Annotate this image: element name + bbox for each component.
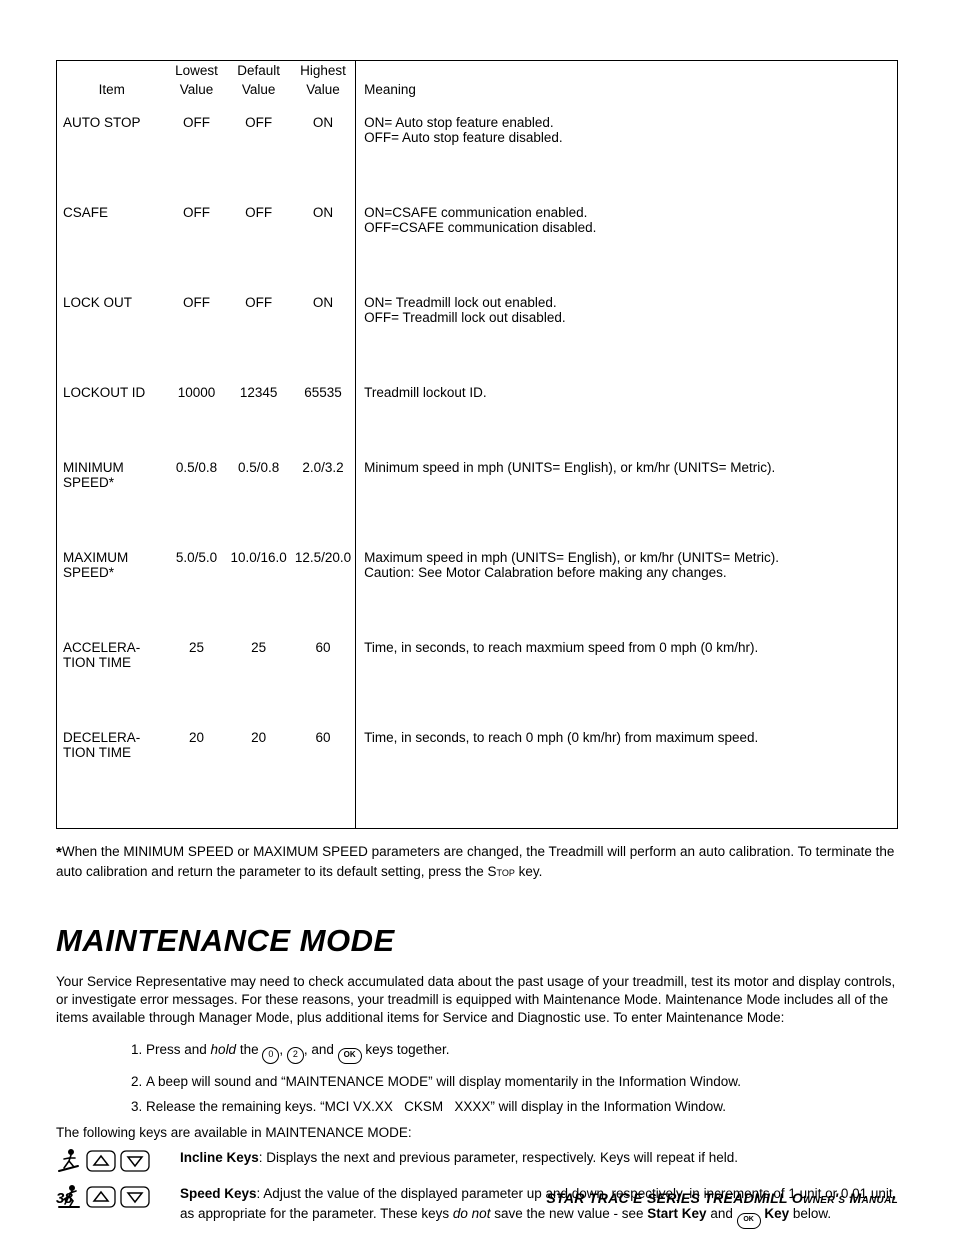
cell-lowest: 25 <box>167 638 227 672</box>
ok-key-inline-icon: OK <box>737 1213 761 1229</box>
manual-title: STAR TRAC E SERIES TREADMILL Owner's Man… <box>546 1190 898 1206</box>
cell-highest: ON <box>291 293 356 327</box>
cell-highest: ON <box>291 113 356 147</box>
table-row: LOCK OUTOFFOFFONON= Treadmill lock out e… <box>57 293 898 327</box>
page-number: 38 <box>56 1190 73 1207</box>
cell-item: MINIMUMSPEED* <box>57 458 167 492</box>
cell-lowest: 0.5/0.8 <box>167 458 227 492</box>
cell-lowest: 10000 <box>167 383 227 402</box>
step-3: Release the remaining keys. “MCI VX.XX C… <box>146 1099 898 1114</box>
cell-highest: 2.0/3.2 <box>291 458 356 492</box>
key-0-icon: 0 <box>262 1047 279 1064</box>
cell-lowest: OFF <box>167 113 227 147</box>
cell-highest: 60 <box>291 728 356 762</box>
cell-meaning: Treadmill lockout ID. <box>356 383 898 402</box>
cell-highest: 12.5/20.0 <box>291 548 356 582</box>
row-spacer <box>57 492 898 548</box>
intro-paragraph: Your Service Representative may need to … <box>56 973 898 1028</box>
cell-default: OFF <box>227 203 291 237</box>
row-spacer <box>57 237 898 293</box>
key-2-icon: 2 <box>287 1047 304 1064</box>
cell-lowest: 5.0/5.0 <box>167 548 227 582</box>
cell-highest: 60 <box>291 638 356 672</box>
col-item: Item <box>57 80 167 99</box>
cell-lowest: OFF <box>167 203 227 237</box>
step-2: A beep will sound and “MAINTENANCE MODE”… <box>146 1074 898 1089</box>
cell-default: 12345 <box>227 383 291 402</box>
col-highest-top: Highest <box>291 61 356 81</box>
cell-meaning: Time, in seconds, to reach 0 mph (0 km/h… <box>356 728 898 762</box>
col-lowest-top: Lowest <box>167 61 227 81</box>
up-key-icon <box>86 1148 116 1174</box>
table-row: MAXIMUMSPEED*5.0/5.010.0/16.012.5/20.0Ma… <box>57 548 898 582</box>
steps-list: Press and hold the 0, 2, and OK keys tog… <box>56 1042 898 1114</box>
cell-meaning: Minimum speed in mph (UNITS= English), o… <box>356 458 898 492</box>
cell-default: OFF <box>227 113 291 147</box>
col-lowest-bot: Value <box>167 80 227 99</box>
page: Lowest Default Highest Item Value Value … <box>0 0 954 1235</box>
cell-item: LOCKOUT ID <box>57 383 167 402</box>
cell-highest: 65535 <box>291 383 356 402</box>
col-default-top: Default <box>227 61 291 81</box>
cell-default: 10.0/16.0 <box>227 548 291 582</box>
col-highest-bot: Value <box>291 80 356 99</box>
incline-keys-icons <box>56 1148 174 1174</box>
cell-meaning: ON= Auto stop feature enabled.OFF= Auto … <box>356 113 898 147</box>
following-keys-text: The following keys are available in MAIN… <box>56 1124 898 1142</box>
parameters-table: Lowest Default Highest Item Value Value … <box>56 60 898 829</box>
walker-incline-icon <box>56 1148 82 1174</box>
incline-keys-text: Incline Keys: Displays the next and prev… <box>180 1148 898 1168</box>
footnote-pre: When the MINIMUM SPEED or MAXIMUM SPEED … <box>56 844 894 879</box>
footnote-post: key. <box>515 864 543 879</box>
key-ok-icon: OK <box>338 1048 362 1064</box>
table-row: AUTO STOPOFFOFFONON= Auto stop feature e… <box>57 113 898 147</box>
table-row: LOCKOUT ID100001234565535Treadmill locko… <box>57 383 898 402</box>
cell-meaning: Maximum speed in mph (UNITS= English), o… <box>356 548 898 582</box>
row-spacer <box>57 582 898 638</box>
cell-meaning: ON= Treadmill lock out enabled.OFF= Trea… <box>356 293 898 327</box>
cell-default: 25 <box>227 638 291 672</box>
cell-default: OFF <box>227 293 291 327</box>
table-row: MINIMUMSPEED*0.5/0.80.5/0.82.0/3.2Minimu… <box>57 458 898 492</box>
cell-meaning: Time, in seconds, to reach maxmium speed… <box>356 638 898 672</box>
down-key-icon <box>120 1148 150 1174</box>
col-meaning: Meaning <box>356 80 898 99</box>
table-body: AUTO STOPOFFOFFONON= Auto stop feature e… <box>57 113 898 829</box>
cell-item: LOCK OUT <box>57 293 167 327</box>
cell-item: MAXIMUMSPEED* <box>57 548 167 582</box>
page-footer: 38 STAR TRAC E SERIES TREADMILL Owner's … <box>56 1190 898 1207</box>
row-spacer <box>57 327 898 383</box>
cell-highest: ON <box>291 203 356 237</box>
cell-item: DECELERA-TION TIME <box>57 728 167 762</box>
cell-item: AUTO STOP <box>57 113 167 147</box>
cell-meaning: ON=CSAFE communication enabled.OFF=CSAFE… <box>356 203 898 237</box>
row-spacer <box>57 762 898 829</box>
col-default-bot: Value <box>227 80 291 99</box>
row-spacer <box>57 672 898 728</box>
table-row: ACCELERA-TION TIME252560Time, in seconds… <box>57 638 898 672</box>
table-row: CSAFEOFFOFFONON=CSAFE communication enab… <box>57 203 898 237</box>
row-spacer <box>57 147 898 203</box>
cell-item: CSAFE <box>57 203 167 237</box>
incline-keys-block: Incline Keys: Displays the next and prev… <box>56 1148 898 1174</box>
step-1: Press and hold the 0, 2, and OK keys tog… <box>146 1042 898 1064</box>
stop-key-label: Stop <box>488 864 515 879</box>
cell-lowest: OFF <box>167 293 227 327</box>
table-header: Lowest Default Highest Item Value Value … <box>57 61 898 114</box>
row-spacer <box>57 402 898 458</box>
cell-default: 0.5/0.8 <box>227 458 291 492</box>
footnote: *When the MINIMUM SPEED or MAXIMUM SPEED… <box>56 843 898 881</box>
cell-lowest: 20 <box>167 728 227 762</box>
section-heading: MAINTENANCE MODE <box>56 923 898 959</box>
cell-default: 20 <box>227 728 291 762</box>
cell-item: ACCELERA-TION TIME <box>57 638 167 672</box>
table-row: DECELERA-TION TIME202060Time, in seconds… <box>57 728 898 762</box>
